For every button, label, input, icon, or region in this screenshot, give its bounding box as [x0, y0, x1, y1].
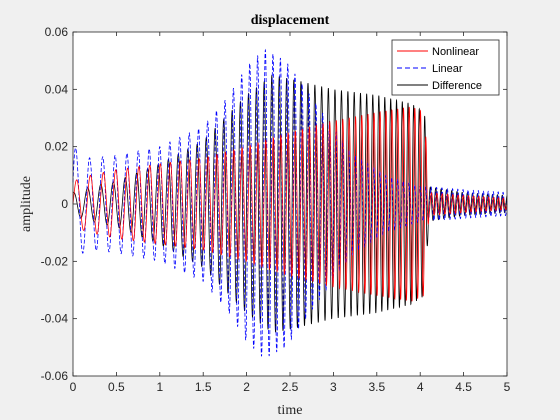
- x-tick-label: 2.5: [282, 380, 299, 394]
- legend-label-difference: Difference: [432, 80, 482, 92]
- y-tick-label: 0: [61, 197, 68, 211]
- chart-title: displacement: [251, 13, 330, 28]
- y-tick-label: -0.06: [41, 369, 69, 383]
- y-tick-label: 0.02: [45, 140, 69, 154]
- x-axis-label: time: [278, 403, 303, 418]
- y-tick-label: 0.06: [45, 25, 69, 39]
- legend[interactable]: Nonlinear Linear Difference: [391, 39, 500, 96]
- tick-layer: 0 0.5 1 1.5 2 2.5 3 3.5 4 4.5 5 -0.06 -0.04 -0.02 0 0.0…: [41, 25, 511, 394]
- x-tick-label: 0: [70, 380, 77, 394]
- x-tick-label: 3: [330, 380, 337, 394]
- series-layer: [72, 48, 508, 357]
- y-tick-label: 0.04: [45, 82, 69, 96]
- legend-label-nonlinear: Nonlinear: [432, 46, 479, 58]
- x-tick-label: 1.5: [195, 380, 212, 394]
- x-tick-label: 5: [504, 380, 511, 394]
- series-line-nonlinear: [72, 106, 508, 302]
- x-tick-label: 1: [156, 380, 163, 394]
- x-tick-label: 4: [417, 380, 424, 394]
- series-line-linear: [72, 48, 508, 357]
- x-tick-label: 0.5: [108, 380, 125, 394]
- y-axis-label: amplitude: [19, 176, 34, 232]
- x-tick-label: 2: [243, 380, 250, 394]
- legend-label-linear: Linear: [432, 63, 463, 75]
- x-tick-label: 4.5: [455, 380, 472, 394]
- series-line-difference: [72, 74, 508, 333]
- y-tick-label: -0.02: [41, 254, 69, 268]
- x-tick-label: 3.5: [368, 380, 385, 394]
- y-tick-label: -0.04: [41, 312, 69, 326]
